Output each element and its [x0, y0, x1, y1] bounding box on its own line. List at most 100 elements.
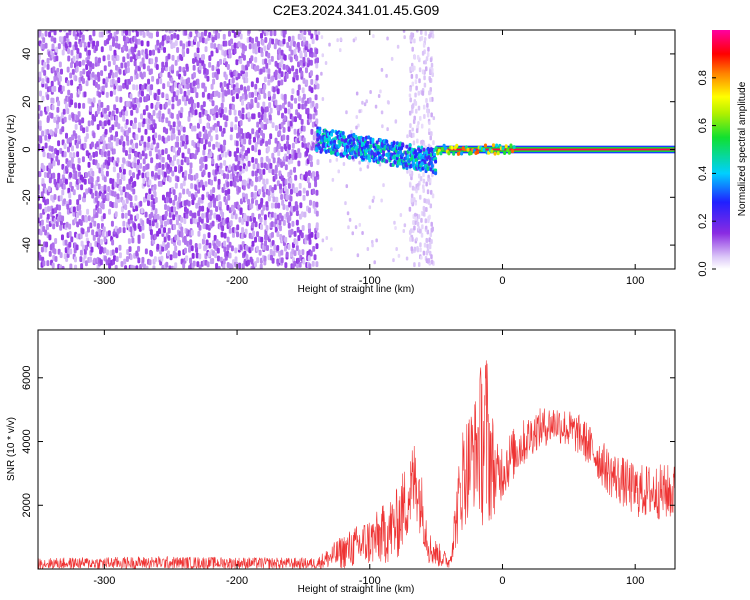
spectrogram-cell — [271, 239, 275, 246]
spectrogram-cell — [268, 101, 272, 108]
spectrogram-cell — [117, 77, 121, 84]
spectrogram-cell — [59, 264, 63, 269]
spectrogram-cell — [197, 230, 201, 237]
spectrogram-cell — [430, 62, 434, 68]
spectrogram-cell — [118, 252, 122, 259]
spectrogram-cell — [236, 231, 240, 238]
spectrogram-cell — [192, 58, 196, 65]
spectrogram-cell — [315, 34, 319, 41]
spectrogram-cell — [180, 231, 184, 238]
spectrogram-cell — [282, 126, 286, 133]
spectrogram-cell — [174, 59, 178, 66]
spectrogram-cell — [366, 140, 370, 145]
spectrogram-cell — [206, 216, 210, 223]
spectrogram-cell — [55, 46, 59, 53]
spectrogram-cell — [140, 207, 144, 214]
spectrogram-cell — [221, 211, 225, 218]
spectrogram-cell — [127, 161, 131, 168]
spectrogram-cell — [246, 60, 250, 67]
spectrogram-cell — [460, 151, 464, 156]
spectrogram-cell — [177, 129, 181, 136]
spectrogram-cell — [163, 171, 167, 178]
spectrogram-cell — [79, 41, 83, 48]
spectrogram-cell — [392, 258, 395, 263]
x-tick-label: -300 — [93, 275, 115, 287]
x-tick-label: 100 — [626, 275, 644, 287]
spectrogram-cell — [216, 247, 220, 254]
spectrogram-cell — [112, 166, 116, 173]
spectrogram-cell — [63, 151, 67, 158]
spectrogram-cell — [271, 75, 275, 82]
spectrogram-cell — [174, 40, 178, 47]
spectrogram-cell — [422, 205, 426, 211]
spectrogram-cell — [59, 147, 63, 154]
spectrogram-cell — [201, 238, 205, 245]
spectrogram-cell — [141, 224, 145, 231]
spectrogram-cell — [154, 172, 158, 179]
spectrogram-cell — [267, 189, 271, 196]
spectrogram-cell — [103, 120, 107, 127]
spectrogram-cell — [363, 102, 367, 107]
spectrogram-cell — [301, 225, 305, 232]
spectrogram-cell — [287, 222, 291, 229]
spectrogram-cell — [223, 159, 227, 166]
spectrogram-cell — [177, 250, 181, 257]
spectrogram-cell — [46, 63, 50, 70]
spectrogram-cell — [124, 204, 128, 211]
spectrogram-cell — [396, 44, 400, 49]
spectrogram-cell — [304, 51, 308, 58]
spectrogram-cell — [145, 105, 149, 112]
spectrogram-cell — [135, 65, 139, 72]
spectrogram-cell — [39, 212, 43, 219]
spectrogram-cell — [229, 180, 233, 187]
spectrogram-cell — [291, 65, 295, 72]
spectrogram-cell — [403, 223, 407, 228]
spectrogram-cell — [142, 158, 146, 165]
y-tick-label: 4000 — [21, 429, 33, 453]
spectrogram-cell — [79, 220, 83, 227]
spectrogram-cell — [417, 90, 421, 96]
spectrogram-cell — [408, 93, 412, 98]
spectrogram-cell — [91, 229, 95, 236]
y-tick-label: 0 — [21, 146, 33, 152]
spectrogram-cell — [327, 136, 331, 141]
spectrogram-cell — [300, 32, 304, 39]
spectrogram-cell — [63, 116, 67, 123]
spectrogram-cell — [248, 138, 252, 145]
spectrogram-cell — [98, 91, 102, 98]
spectrogram-cell — [361, 230, 364, 235]
spectrogram-cell — [83, 178, 87, 185]
spectrogram-cell — [182, 262, 186, 269]
spectrogram-cell — [336, 151, 340, 156]
spectrogram-cell — [307, 222, 311, 229]
spectrogram-cell — [111, 201, 115, 208]
spectrogram-cell — [409, 236, 412, 242]
spectrogram-cell — [122, 115, 126, 122]
spectrogram-cell — [270, 202, 274, 209]
spectrogram-cell — [95, 211, 99, 218]
spectrogram-cell — [270, 55, 274, 62]
spectrogram-cell — [183, 174, 187, 181]
spectrogram-cell — [101, 231, 105, 238]
spectrogram-cell — [57, 43, 61, 50]
spectrogram-cell — [83, 142, 87, 149]
spectrogram-cell — [262, 66, 266, 73]
spectrogram-cell — [273, 184, 277, 191]
spectrogram-cell — [42, 43, 46, 50]
spectrogram-cell — [161, 40, 165, 47]
spectrogram-cell — [170, 77, 174, 84]
spectrogram-cell — [358, 160, 361, 165]
spectrogram-cell — [127, 238, 131, 245]
spectrogram-cell — [433, 152, 437, 157]
spectrogram-cell — [148, 30, 150, 31]
spectrogram-cell — [125, 83, 129, 90]
spectrogram-cell — [430, 259, 434, 265]
spectrogram-cell — [297, 95, 301, 102]
spectrogram-cell — [193, 36, 197, 43]
spectrogram-cell — [154, 208, 158, 215]
spectrogram-cell — [141, 30, 145, 33]
snr-ylabel: SNR (10 * v/v) — [6, 417, 17, 481]
spectrogram-cell — [158, 110, 162, 117]
spectrogram-cell — [267, 254, 271, 261]
spectrogram-cell — [430, 131, 433, 137]
